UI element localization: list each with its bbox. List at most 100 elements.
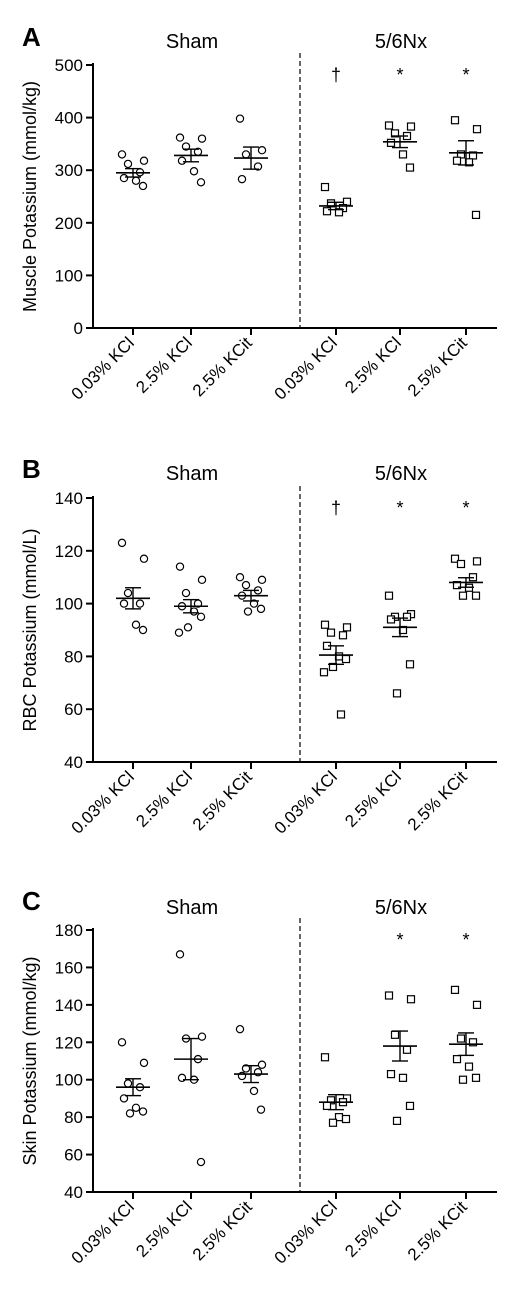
data-point bbox=[386, 1069, 396, 1079]
data-point bbox=[139, 1058, 149, 1068]
data-point bbox=[119, 1094, 129, 1103]
data-point bbox=[402, 612, 412, 621]
data-point bbox=[175, 562, 185, 571]
y-tick-label: 80 bbox=[64, 647, 83, 666]
data-point bbox=[384, 121, 394, 130]
data-point bbox=[174, 628, 184, 637]
data-point bbox=[384, 591, 394, 600]
y-tick-label: 120 bbox=[55, 1033, 83, 1052]
data-point bbox=[472, 1000, 482, 1009]
data-point bbox=[131, 620, 141, 629]
data-point bbox=[138, 625, 148, 635]
data-point bbox=[450, 554, 460, 563]
data-point bbox=[257, 146, 267, 155]
data-point bbox=[405, 163, 415, 172]
y-axis-label: RBC Potassium (mmol/L) bbox=[20, 528, 40, 731]
x-tick-label: 2.5% KCit bbox=[404, 333, 471, 400]
data-point bbox=[390, 1030, 400, 1039]
data-point bbox=[472, 125, 482, 134]
data-point bbox=[257, 575, 267, 585]
panel-b: B Sham 5/6Nx RBC Potassium (mmol/L) 40 60 80 10… bbox=[20, 454, 497, 838]
x-tick-label: 2.5% KCl bbox=[341, 333, 405, 397]
y-tick-label: 400 bbox=[55, 109, 83, 128]
group-label-sham: Sham bbox=[166, 31, 218, 53]
data-point bbox=[450, 985, 460, 994]
data-point bbox=[123, 588, 133, 598]
data-point bbox=[386, 615, 396, 624]
y-tick-label: 140 bbox=[55, 489, 83, 508]
significance-marker: * bbox=[462, 65, 469, 85]
data-point bbox=[398, 1073, 408, 1082]
data-point bbox=[384, 991, 394, 1000]
data-point bbox=[471, 591, 481, 600]
data-point bbox=[338, 631, 348, 640]
data-point bbox=[450, 116, 460, 125]
data-point bbox=[322, 207, 332, 216]
data-point bbox=[253, 162, 263, 171]
data-point bbox=[135, 599, 145, 608]
data-point bbox=[326, 628, 336, 637]
x-tick-label: 0.03% KCl bbox=[271, 767, 341, 837]
significance-marker: † bbox=[331, 65, 341, 85]
x-tick-label: 0.03% KCl bbox=[271, 333, 341, 403]
significance-marker: * bbox=[396, 65, 403, 85]
data-point bbox=[322, 1101, 332, 1111]
y-axis-label: Muscle Potassium (mmol/kg) bbox=[20, 81, 40, 312]
data-point bbox=[235, 573, 245, 582]
data-point bbox=[320, 1053, 330, 1062]
significance-marker: * bbox=[462, 498, 469, 518]
significance-marker: * bbox=[396, 498, 403, 518]
group-label-sham: Sham bbox=[166, 463, 218, 485]
y-axis-label: Skin Potassium (mmol/kg) bbox=[20, 956, 40, 1165]
y-tick-label: 180 bbox=[55, 921, 83, 940]
data-point bbox=[241, 150, 251, 159]
data-point bbox=[452, 581, 462, 590]
data-point bbox=[471, 210, 481, 220]
data-point bbox=[241, 580, 251, 590]
group-label-sham: Sham bbox=[166, 897, 218, 919]
data-point bbox=[117, 538, 127, 548]
data-point bbox=[175, 133, 185, 142]
data-point bbox=[237, 174, 247, 184]
panel-c: C Sham 5/6Nx Skin Potassium (mmol/kg) 40 60 80… bbox=[20, 886, 497, 1268]
data-point bbox=[320, 620, 330, 629]
x-tick-label: 0.03% KCl bbox=[68, 333, 138, 403]
data-point bbox=[328, 662, 338, 672]
data-point bbox=[139, 554, 149, 563]
data-point bbox=[119, 599, 129, 608]
y-tick-label: 0 bbox=[74, 319, 83, 338]
data-point bbox=[125, 1109, 135, 1118]
y-tick-label: 140 bbox=[55, 996, 83, 1015]
data-point bbox=[341, 1114, 351, 1124]
y-tick-label: 40 bbox=[64, 1183, 83, 1202]
data-point bbox=[471, 1073, 481, 1082]
x-tick-label: 0.03% KCl bbox=[68, 1197, 138, 1267]
data-point bbox=[197, 1032, 207, 1041]
x-tick-label: 2.5% KCit bbox=[404, 1197, 471, 1264]
y-tick-label: 60 bbox=[64, 700, 83, 719]
data-point bbox=[406, 995, 416, 1004]
y-tick-label: 500 bbox=[55, 56, 83, 75]
data-point bbox=[402, 1045, 412, 1054]
data-point bbox=[175, 950, 185, 959]
group-label-nx: 5/6Nx bbox=[375, 463, 427, 485]
x-tick-label: 2.5% KCl bbox=[341, 767, 405, 831]
data-point bbox=[117, 150, 127, 159]
panel-a: A Sham 5/6Nx Muscle Potassium (mmol/kg) 0 100… bbox=[20, 22, 497, 404]
data-point bbox=[123, 159, 133, 169]
x-tick-label: 2.5% KCl bbox=[341, 1197, 405, 1261]
data-point bbox=[405, 660, 415, 669]
group-label-nx: 5/6Nx bbox=[375, 897, 427, 919]
data-point bbox=[117, 1038, 127, 1047]
y-tick-label: 200 bbox=[55, 214, 83, 233]
data-point bbox=[256, 1105, 266, 1114]
data-point bbox=[328, 1118, 338, 1127]
data-point bbox=[183, 623, 193, 632]
data-point bbox=[458, 591, 468, 600]
data-point bbox=[138, 181, 148, 191]
significance-marker: * bbox=[396, 930, 403, 950]
data-point bbox=[319, 668, 329, 677]
x-tick-label: 2.5% KCit bbox=[404, 767, 471, 834]
x-tick-label: 2.5% KCit bbox=[189, 333, 256, 400]
